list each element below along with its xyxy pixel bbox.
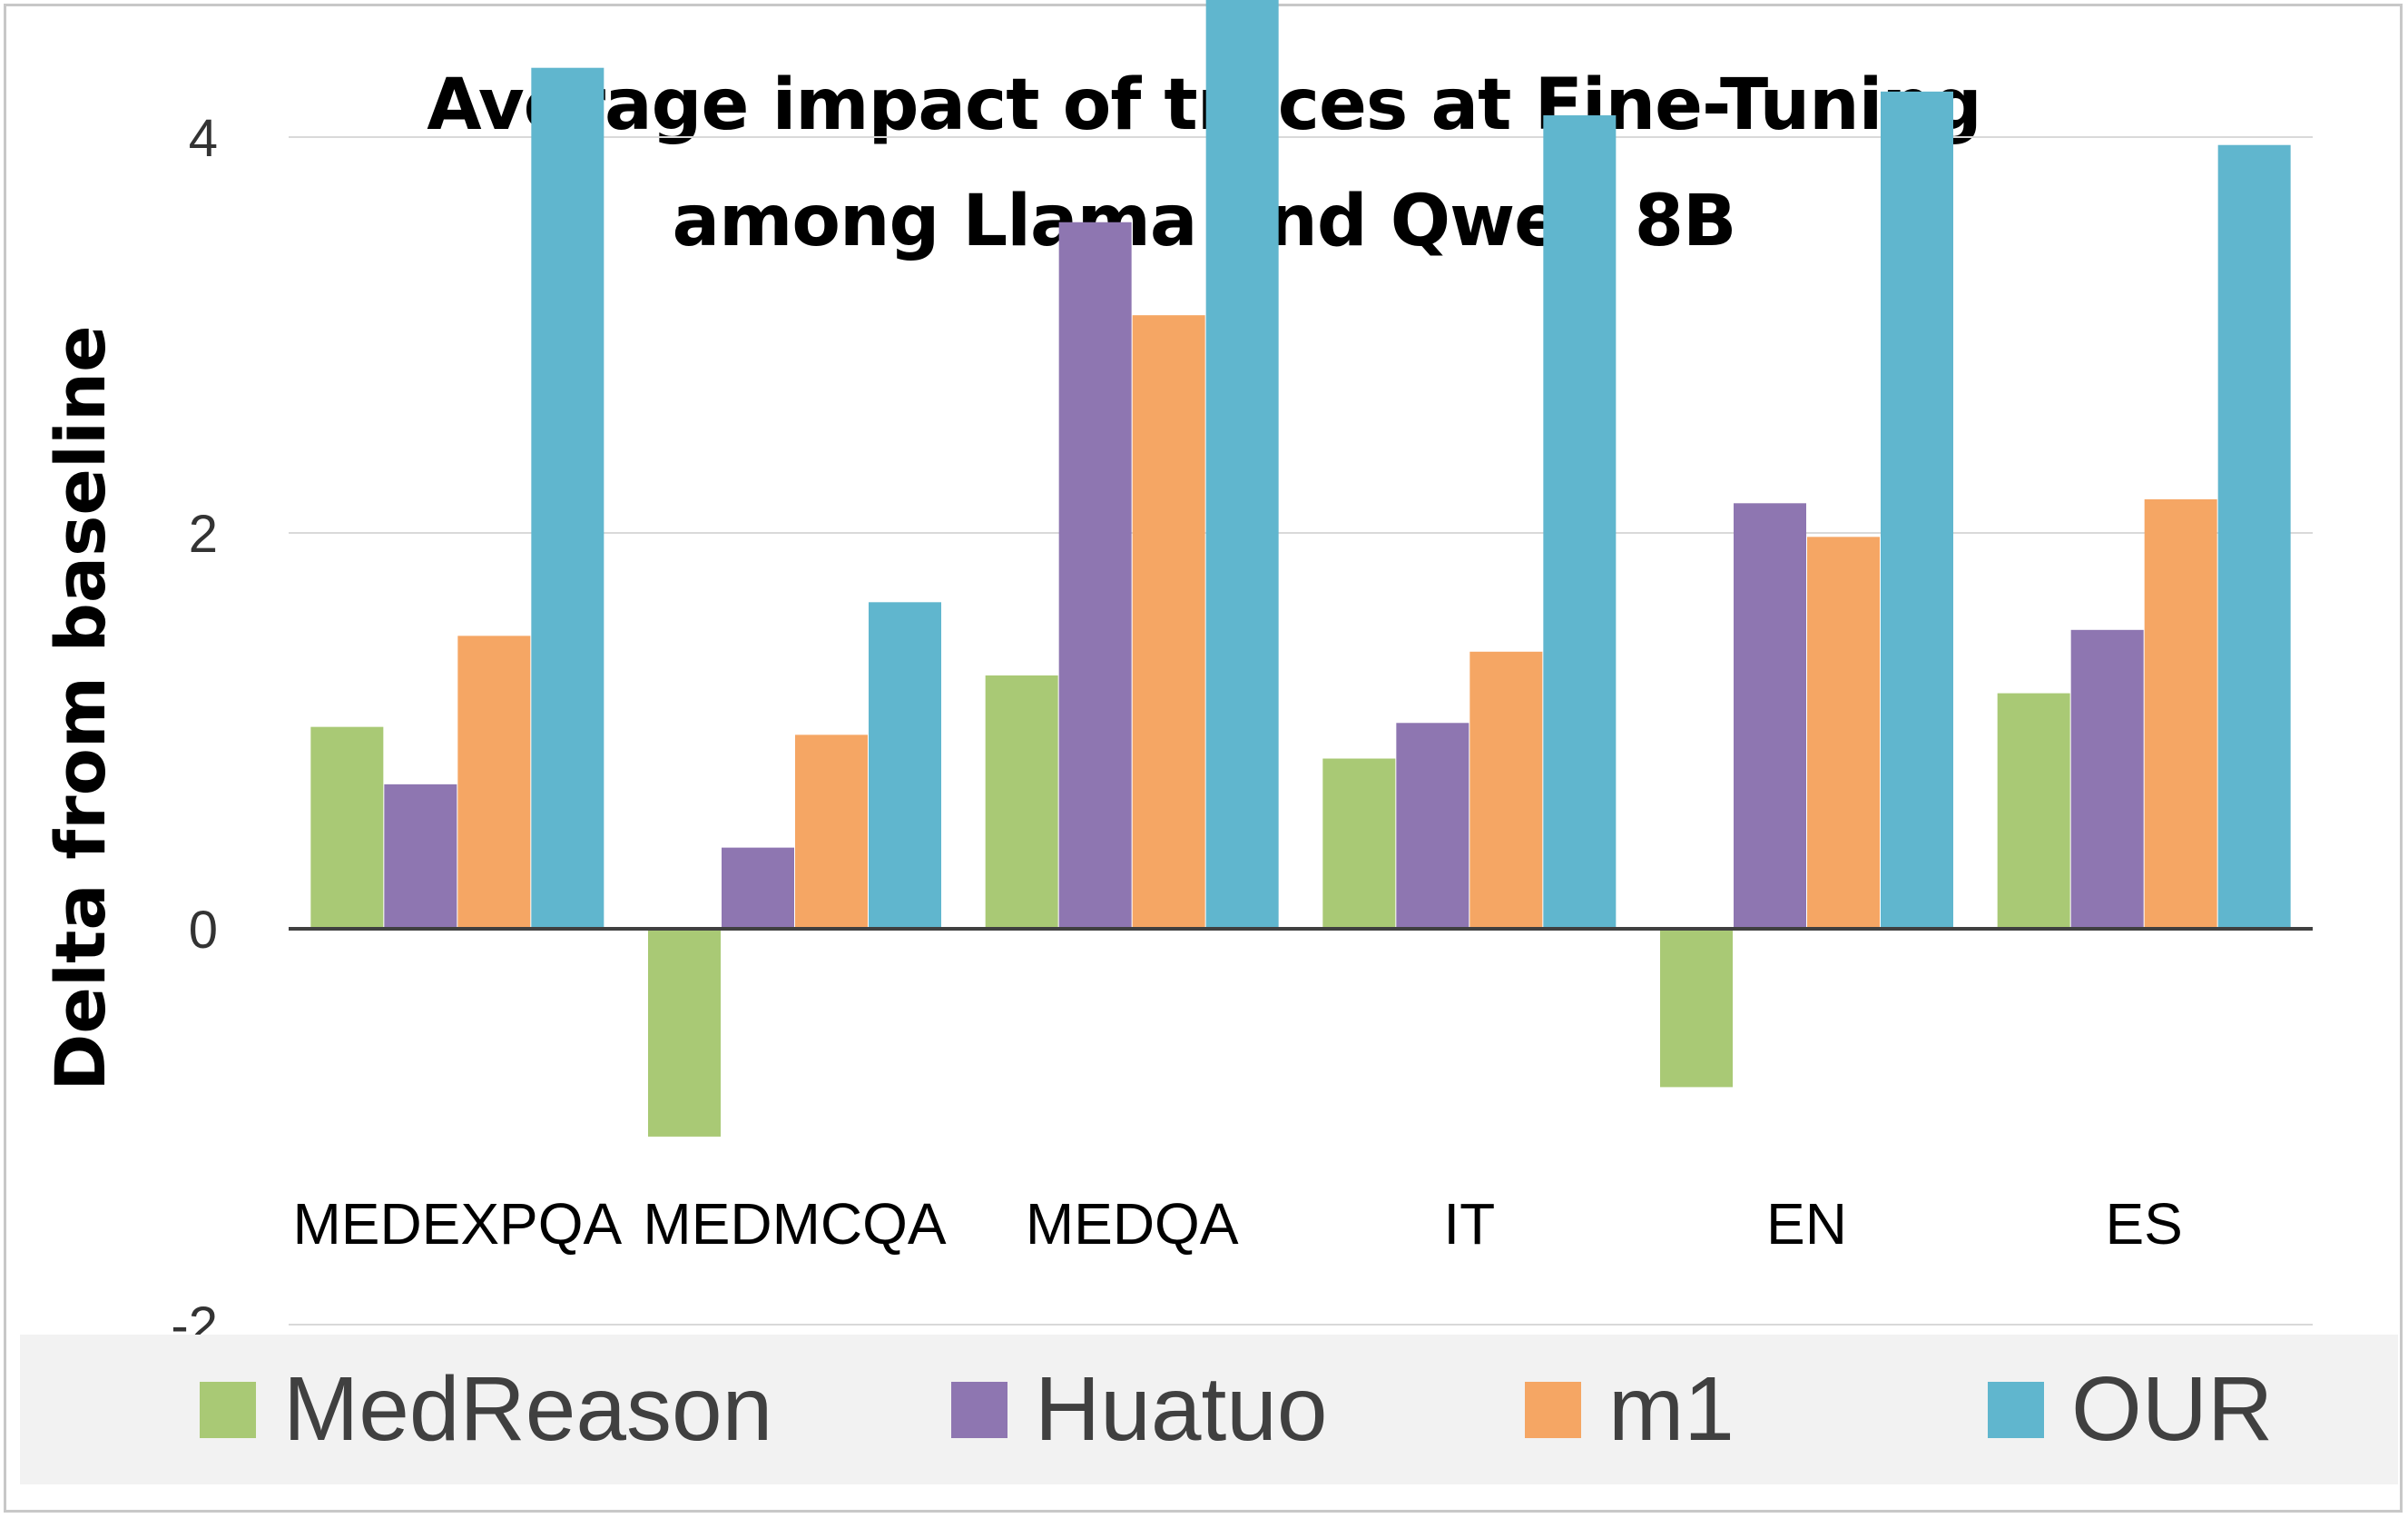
y-tick-label: 4: [189, 109, 218, 168]
y-axis-title: Delta from baseline: [40, 325, 121, 1090]
bar-our-medexpqa: [531, 67, 604, 929]
bar-m1-medexpqa: [457, 636, 531, 929]
x-category-label: EN: [1766, 1191, 1847, 1257]
bar-our-en: [1881, 91, 1953, 930]
legend-swatch: [1525, 1381, 1581, 1438]
legend-item-our: OUR: [1988, 1335, 2273, 1484]
bar-huatuo-es: [2070, 629, 2144, 929]
y-tick-label: 0: [189, 901, 218, 960]
bar-m1-it: [1469, 651, 1543, 929]
x-category-label: MEDQA: [1026, 1191, 1239, 1257]
legend-item-huatuo: Huatuo: [951, 1335, 1327, 1484]
y-tick-label: 2: [189, 505, 218, 564]
legend-item-m1: m1: [1525, 1335, 1735, 1484]
bar-medreason-medexpqa: [310, 726, 384, 929]
axes: -20246MEDEXPQAMEDMCQAMEDQAITENES: [171, 109, 2313, 1355]
bar-medreason-it: [1322, 758, 1396, 929]
bar-huatuo-medmcqa: [722, 847, 794, 929]
x-category-label: IT: [1443, 1191, 1495, 1257]
bar-medreason-en: [1660, 929, 1733, 1088]
bar-our-es: [2217, 144, 2291, 930]
chart-title-line-1: Average impact of traces at Fine-Tuning: [427, 64, 1982, 146]
x-category-label: MEDEXPQA: [292, 1191, 622, 1257]
legend-label: m1: [1608, 1358, 1735, 1460]
bar-our-it: [1543, 115, 1617, 929]
bars: [310, 0, 2291, 1137]
bar-medreason-medqa: [985, 675, 1058, 929]
bar-huatuo-it: [1396, 723, 1469, 929]
x-category-label: ES: [2105, 1191, 2182, 1257]
bar-our-medqa: [1205, 0, 1279, 929]
x-category-label: MEDMCQA: [643, 1191, 947, 1257]
legend-swatch: [200, 1381, 256, 1438]
bar-m1-es: [2144, 498, 2217, 929]
legend: MedReason Huatuo m1 OUR: [20, 1335, 2398, 1484]
bar-m1-medqa: [1132, 315, 1205, 929]
bar-huatuo-medqa: [1058, 222, 1132, 930]
bar-m1-en: [1807, 537, 1880, 929]
legend-item-medreason: MedReason: [200, 1335, 772, 1484]
legend-label: OUR: [2071, 1358, 2274, 1460]
bar-our-medmcqa: [869, 602, 941, 929]
legend-label: MedReason: [283, 1358, 773, 1460]
bar-huatuo-medexpqa: [384, 784, 457, 929]
bar-medreason-es: [1997, 693, 2070, 929]
gridlines: [289, 136, 2313, 1326]
bar-m1-medmcqa: [795, 734, 868, 929]
legend-label: Huatuo: [1035, 1358, 1328, 1460]
bar-huatuo-en: [1734, 503, 1806, 929]
legend-swatch: [1988, 1381, 2044, 1438]
bar-medreason-medmcqa: [648, 929, 721, 1137]
legend-swatch: [951, 1381, 1007, 1438]
